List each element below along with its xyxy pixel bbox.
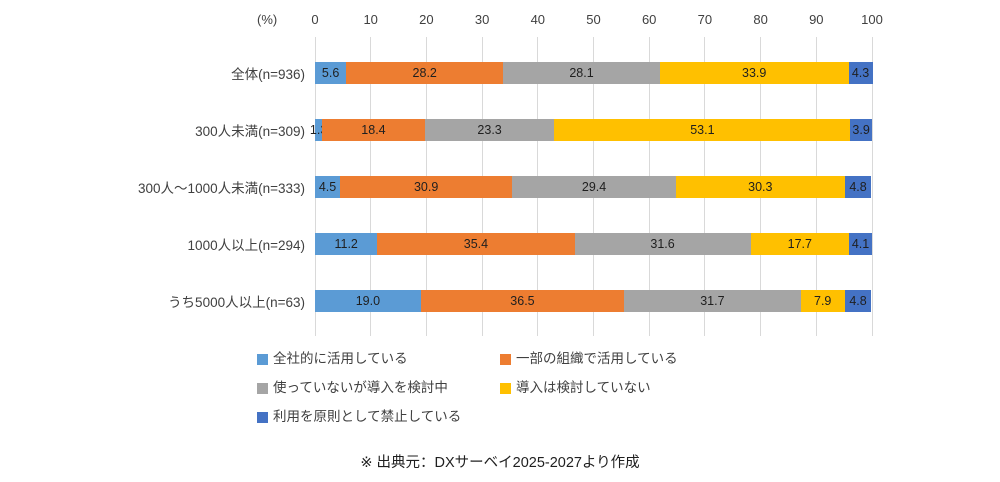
data-label: 36.5 xyxy=(510,293,535,308)
chart-row: 全体(n=936) 5.6 28.2 28.1 33.9 4.3 xyxy=(231,44,873,101)
bar-segment: 36.5 xyxy=(420,289,625,312)
bar-segment: 53.1 xyxy=(554,118,851,141)
data-label: 4.8 xyxy=(849,179,867,194)
bar-segment: 7.9 xyxy=(800,289,845,312)
legend-item: 利用を原則として禁止している xyxy=(257,407,500,427)
bar-segment: 18.4 xyxy=(322,118,425,141)
category-label: 1000人以上(n=294) xyxy=(187,237,305,253)
data-label: 7.9 xyxy=(813,293,832,308)
legend-label: 全社的に活用している xyxy=(273,351,408,366)
category-label: 300人～1000人未満(n=333) xyxy=(138,180,305,196)
data-label: 3.9 xyxy=(852,122,870,137)
category-label: うち5000人以上(n=63) xyxy=(168,294,305,310)
data-label: 53.1 xyxy=(690,122,715,137)
chart-row: 300人未満(n=309) 1.3 18.4 23.3 53.1 3.9 xyxy=(195,101,872,158)
legend-label: 導入は検討していない xyxy=(516,380,651,395)
legend-swatch xyxy=(257,411,268,423)
legend-label: 一部の組織で活用している xyxy=(516,351,678,366)
plot-area: 全体(n=936) 5.6 28.2 28.1 33.9 4.3 300人未満(n=309)… xyxy=(138,37,873,336)
bar-segment: 28.2 xyxy=(346,61,504,84)
data-label: 17.7 xyxy=(787,236,812,251)
chart-row: 300人～1000人未満(n=333) 4.5 30.9 29.4 30.3 4.8 xyxy=(138,158,872,215)
data-label: 11.2 xyxy=(334,236,358,251)
bar-segment: 4.1 xyxy=(849,232,872,255)
x-axis-tick-label: 70 xyxy=(697,12,713,27)
category-label: 300人未満(n=309) xyxy=(195,123,305,139)
legend-swatch xyxy=(500,353,511,365)
x-axis: (%) 0 10 20 30 40 50 60 70 80 90 100 xyxy=(257,12,883,34)
category-label: 全体(n=936) xyxy=(231,66,305,82)
bar-segment: 17.7 xyxy=(750,232,850,255)
data-label: 35.4 xyxy=(463,236,489,251)
data-label: 18.4 xyxy=(361,122,386,137)
x-axis-tick-label: 40 xyxy=(530,12,546,27)
legend-item: 一部の組織で活用している xyxy=(500,349,743,369)
x-axis-unit-label: (%) xyxy=(257,12,278,27)
bar-segment: 35.4 xyxy=(377,232,575,255)
bar-segment: 11.2 xyxy=(315,232,378,255)
legend: 全社的に活用している 一部の組織で活用している使っていないが導入を検討中 導入は検討… xyxy=(0,349,1000,427)
data-label: 30.9 xyxy=(413,179,439,194)
data-label: 33.9 xyxy=(742,65,767,80)
legend-swatch xyxy=(257,353,268,365)
data-label: 31.7 xyxy=(700,293,725,308)
chart-row: うち5000人以上(n=63) 19.0 36.5 31.7 7.9 4.8 xyxy=(168,272,872,329)
x-axis-tick-label: 100 xyxy=(861,12,883,27)
legend-swatch xyxy=(257,382,268,394)
bar-segment: 4.3 xyxy=(848,61,873,84)
chart-row: 1000人以上(n=294) 11.2 35.4 31.6 17.7 4.1 xyxy=(188,215,872,272)
bar-segment: 4.5 xyxy=(315,175,341,198)
bar-segment: 3.9 xyxy=(850,118,872,141)
bar-segment: 33.9 xyxy=(659,61,849,84)
data-label: 29.4 xyxy=(581,179,607,194)
x-axis-tick-label: 30 xyxy=(474,12,490,27)
legend-item: 全社的に活用している xyxy=(257,349,500,369)
legend-item: 使っていないが導入を検討中 xyxy=(257,378,500,398)
legend-item: 導入は検討していない xyxy=(500,378,743,398)
x-axis-tick-label: 0 xyxy=(311,12,319,27)
bar-segment: 4.8 xyxy=(844,289,872,312)
legend-swatch xyxy=(500,382,511,394)
data-label: 30.3 xyxy=(748,179,773,194)
x-axis-tick-label: 80 xyxy=(753,12,768,27)
data-label: 28.2 xyxy=(412,65,437,80)
bar-segment: 31.7 xyxy=(624,289,801,312)
stacked-bar: 19.0 36.5 31.7 7.9 4.8 xyxy=(315,289,872,312)
stacked-bar: 11.2 35.4 31.6 17.7 4.1 xyxy=(315,232,872,255)
bar-segment: 5.6 xyxy=(315,61,347,84)
data-label: 4.1 xyxy=(851,236,870,251)
data-label: 28.1 xyxy=(569,65,594,80)
data-label: 5.6 xyxy=(321,65,340,80)
bar-segment: 19.0 xyxy=(315,289,421,312)
bar-segment: 1.3 xyxy=(310,118,327,141)
bar-segment: 31.6 xyxy=(574,232,751,255)
x-axis-tick-label: 20 xyxy=(419,12,434,27)
legend-label: 利用を原則として禁止している xyxy=(273,409,462,424)
x-axis-tick-label: 10 xyxy=(363,12,378,27)
data-label: 4.3 xyxy=(851,65,870,80)
bar-segment: 30.3 xyxy=(675,175,845,198)
x-axis-tick-label: 90 xyxy=(809,12,824,27)
stacked-bar: 4.5 30.9 29.4 30.3 4.8 xyxy=(315,175,872,198)
bar-segment: 30.9 xyxy=(340,175,513,198)
data-label: 4.8 xyxy=(849,293,867,308)
data-label: 19.0 xyxy=(355,293,381,308)
data-label: 31.6 xyxy=(650,236,675,251)
legend-label: 使っていないが導入を検討中 xyxy=(273,380,448,395)
bar-segment: 4.8 xyxy=(844,175,872,198)
bar-segment: 23.3 xyxy=(424,118,555,141)
stacked-bar: 1.3 18.4 23.3 53.1 3.9 xyxy=(310,118,872,141)
data-label: 23.3 xyxy=(477,122,502,137)
x-axis-tick-label: 50 xyxy=(586,12,601,27)
data-label: 4.5 xyxy=(318,179,337,194)
x-axis-tick-label: 60 xyxy=(641,12,657,27)
source-note: ※ 出典元：DXサーベイ2025-2027より作成 xyxy=(360,455,640,471)
bar-segment: 28.1 xyxy=(503,61,660,84)
stacked-bar: 5.6 28.2 28.1 33.9 4.3 xyxy=(315,61,873,84)
bar-segment: 29.4 xyxy=(512,175,676,198)
